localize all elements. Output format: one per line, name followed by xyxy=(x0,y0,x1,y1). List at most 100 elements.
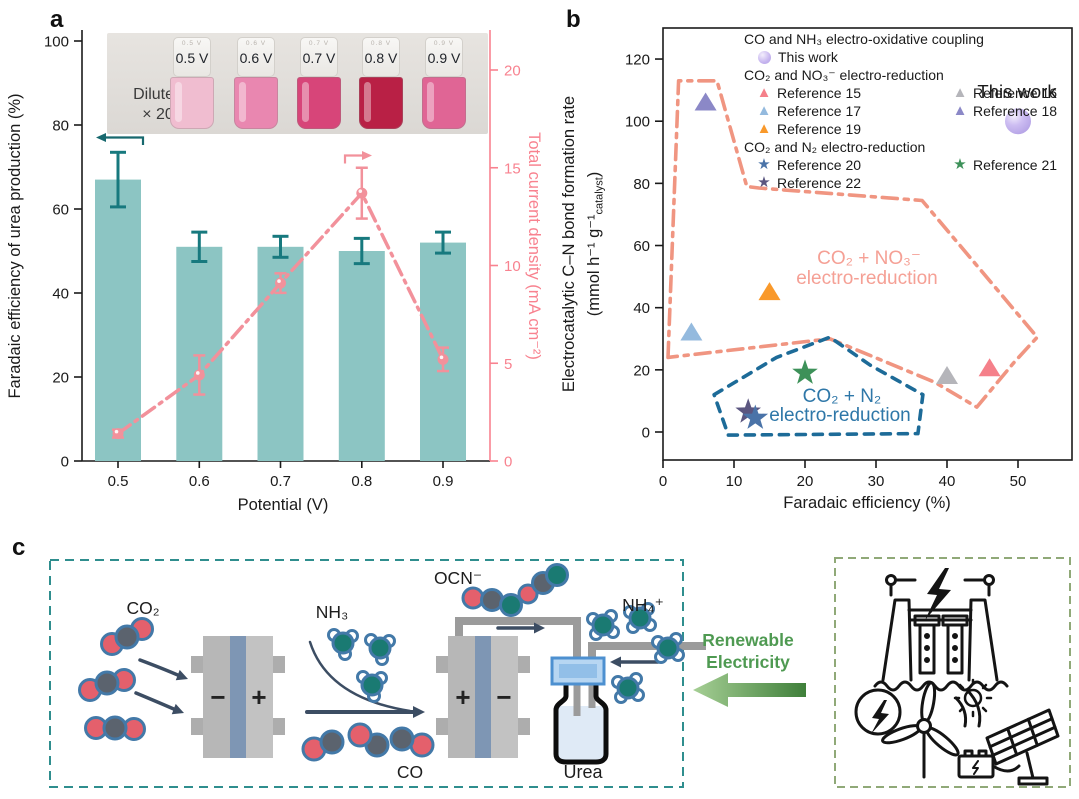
star-marker-icon: ★ xyxy=(757,156,771,173)
b-ytick: 40 xyxy=(633,300,650,317)
panel-a-label: a xyxy=(50,6,64,33)
vial-liquid xyxy=(234,77,278,129)
urea-bottle xyxy=(553,684,609,765)
a-ytick-right: 5 xyxy=(504,356,512,373)
triangle-marker-icon: ▲ xyxy=(756,84,772,101)
legend-item: ▲ Reference 19 xyxy=(744,120,940,138)
legend-item-label: Reference 15 xyxy=(777,85,862,101)
a-ytick-left: 60 xyxy=(52,202,69,219)
current-density-point xyxy=(437,353,449,365)
vial-voltage-label: 0.9 V xyxy=(427,50,461,66)
a-ytick-left: 40 xyxy=(52,286,69,303)
legend-item-label: Reference 18 xyxy=(973,103,1058,119)
panel-b-y-axis-label-line2: (mmol h⁻¹ g⁻¹catalyst) xyxy=(585,172,606,317)
process-box xyxy=(49,559,684,788)
triangle-marker-icon: ▲ xyxy=(952,102,968,119)
panel-b-legend: CO and NH₃ electro-oxidative coupling Thi… xyxy=(744,30,1074,192)
vial-voltage-label: 0.5 V xyxy=(175,50,209,66)
vial-liquid xyxy=(170,77,214,129)
bar-0.5V xyxy=(95,179,141,461)
current-density-point xyxy=(275,277,286,289)
legend-group-header: CO and NH₃ electro-oxidative coupling xyxy=(744,31,984,47)
electrode-sign: + xyxy=(251,682,266,712)
region-outline xyxy=(712,335,925,437)
sphere-marker-icon xyxy=(758,50,771,64)
legend-item-label: Reference 19 xyxy=(777,121,862,137)
a-xtick: 0.9 xyxy=(433,473,454,490)
a-xtick: 0.8 xyxy=(351,473,372,490)
pipe xyxy=(588,642,706,658)
vial-cap: 0.5 V 0.5 V xyxy=(173,37,211,77)
b-xtick: 50 xyxy=(1010,473,1027,490)
region-label-co2-n2-line2: electro-reduction xyxy=(769,405,911,426)
a-ytick-left: 0 xyxy=(61,454,69,471)
a-ytick-right: 0 xyxy=(504,454,512,471)
legend-item-label: Reference 22 xyxy=(777,175,862,191)
panel-a-y-left-axis-label: Faradaic efficiency of urea production (… xyxy=(6,93,24,398)
point-reference-18 xyxy=(694,92,717,111)
b-ytick: 60 xyxy=(633,238,650,255)
legend-item-label: This work xyxy=(778,49,838,65)
a-ytick-left: 20 xyxy=(52,370,69,387)
panel-a-plot: 0 20 40 60 80 100 0 5 10 15 20 0.5 0.6 0.7 0.8 0.9 xyxy=(44,30,521,490)
flow-arrow xyxy=(308,640,412,713)
panel-c-diagram: − + + − Renewable Electricity xyxy=(49,557,1071,788)
legend-item: ★ Reference 20 xyxy=(744,156,940,174)
pipe xyxy=(455,617,581,658)
legend-item-label: Reference 17 xyxy=(777,103,862,119)
b-ytick: 0 xyxy=(642,425,650,442)
b-xtick: 30 xyxy=(868,473,885,490)
vial-cap: 0.6 V 0.6 V xyxy=(237,37,275,77)
this-work-annotation: This work xyxy=(977,81,1057,102)
renewable-label-line1: Renewable xyxy=(702,630,794,650)
legend-item-label: Reference 16 xyxy=(973,85,1058,101)
panel-b-x-axis-label: Faradaic efficiency (%) xyxy=(783,494,951,512)
hydro-dam-icon xyxy=(873,568,1009,692)
vial-liquid xyxy=(422,77,466,129)
legend-item: ▲ Reference 18 xyxy=(940,102,1058,120)
urea-label: Urea xyxy=(563,762,603,782)
solar-panel-icon xyxy=(957,708,1060,786)
panel-a-inset-photo: Diluted × 20 0.5 V 0.5 V 0.6 V 0.6 V 0.7 V 0.… xyxy=(107,33,488,134)
vial-voltage-label: 0.8 V xyxy=(364,50,398,66)
b-xtick: 40 xyxy=(939,473,956,490)
vial-cap: 0.9 V 0.9 V xyxy=(425,37,463,77)
point-reference-16 xyxy=(936,366,958,385)
vial-liquid xyxy=(359,77,403,129)
vial-cap: 0.7 V 0.7 V xyxy=(300,37,338,77)
sun-icon xyxy=(953,678,993,718)
current-density-point xyxy=(112,428,124,440)
a-xtick: 0.5 xyxy=(108,473,129,490)
a-ytick-left: 80 xyxy=(52,118,69,135)
star-marker-icon: ★ xyxy=(757,174,771,191)
b-ytick: 20 xyxy=(633,362,650,379)
vial-voltage-label: 0.6 V xyxy=(239,50,273,66)
b-ytick: 80 xyxy=(633,176,650,193)
flow-arrow xyxy=(138,658,182,678)
legend-group-header: CO₂ and N₂ electro-reduction xyxy=(744,139,926,155)
panel-b-chart: 0 20 40 60 80 100 120 0 10 20 30 40 50 Electrocataly… xyxy=(560,27,1073,512)
b-xtick: 0 xyxy=(659,473,667,490)
panel-b-label: b xyxy=(566,6,581,33)
process-diagram: − + + − xyxy=(78,563,706,765)
battery-icon xyxy=(957,749,1021,779)
b-xtick: 20 xyxy=(797,473,814,490)
current-density-point xyxy=(356,187,368,199)
vial-0.7V: 0.7 V 0.7 V xyxy=(297,37,341,130)
region-label-co2-no3-line2: electro-reduction xyxy=(796,268,938,289)
star-marker-icon: ★ xyxy=(953,156,967,173)
a-xtick: 0.6 xyxy=(189,473,210,490)
legend-group-header: CO₂ and NO₃⁻ electro-reduction xyxy=(744,67,944,83)
b-ytick: 100 xyxy=(625,114,650,131)
membrane xyxy=(230,636,246,758)
legend-item: This work xyxy=(744,48,940,66)
triangle-marker-icon: ▲ xyxy=(756,102,772,119)
dilution-note-line2: × 20 xyxy=(142,106,174,123)
co2-label: CO₂ xyxy=(126,598,159,618)
renewable-electricity-arrow xyxy=(693,673,806,707)
vial-voltage-label: 0.7 V xyxy=(302,50,336,66)
nh3-label: NH₃ xyxy=(316,602,348,622)
panel-c-label: c xyxy=(12,534,26,561)
vial-0.8V: 0.8 V 0.8 V xyxy=(359,37,403,130)
point-reference-21 xyxy=(792,359,818,384)
